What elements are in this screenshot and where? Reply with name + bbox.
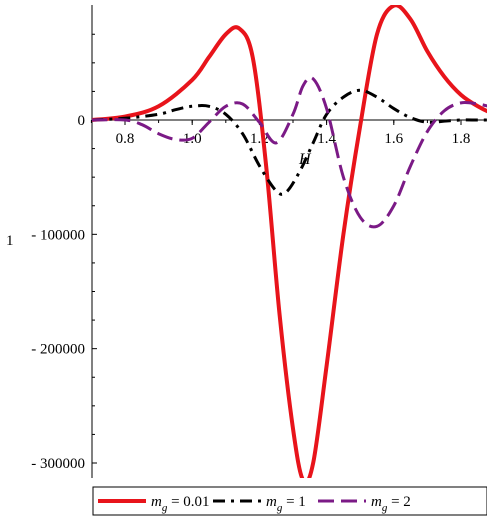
- series-line-3: [92, 76, 487, 229]
- x-axis-title: H: [298, 151, 312, 168]
- y-tick-label: - 200000: [31, 342, 85, 358]
- legend-box: [92, 486, 487, 516]
- series-line-1: [92, 5, 487, 478]
- x-tick-label: 1.8: [452, 131, 471, 147]
- y-tick-label: 0: [78, 113, 86, 129]
- y-axis-title: 1: [6, 233, 14, 249]
- legend: mg = 0.01 mg = 1 mg = 2: [92, 486, 487, 516]
- legend-label-3: mg = 2: [371, 494, 411, 514]
- y-tick-label: - 300000: [31, 456, 85, 472]
- tick-labels: 0.8 1.0 1.2 1.4 1.6 1.80- 100000- 200000- 300…: [31, 113, 470, 472]
- series-line-2: [92, 88, 487, 196]
- series-layer: [92, 5, 487, 478]
- x-tick-label: 0.8: [116, 131, 135, 147]
- y-tick-label: - 100000: [31, 227, 85, 243]
- x-tick-label: 1.6: [384, 131, 403, 147]
- legend-label-1: mg = 0.01: [151, 494, 210, 514]
- legend-label-2: mg = 1: [266, 494, 306, 514]
